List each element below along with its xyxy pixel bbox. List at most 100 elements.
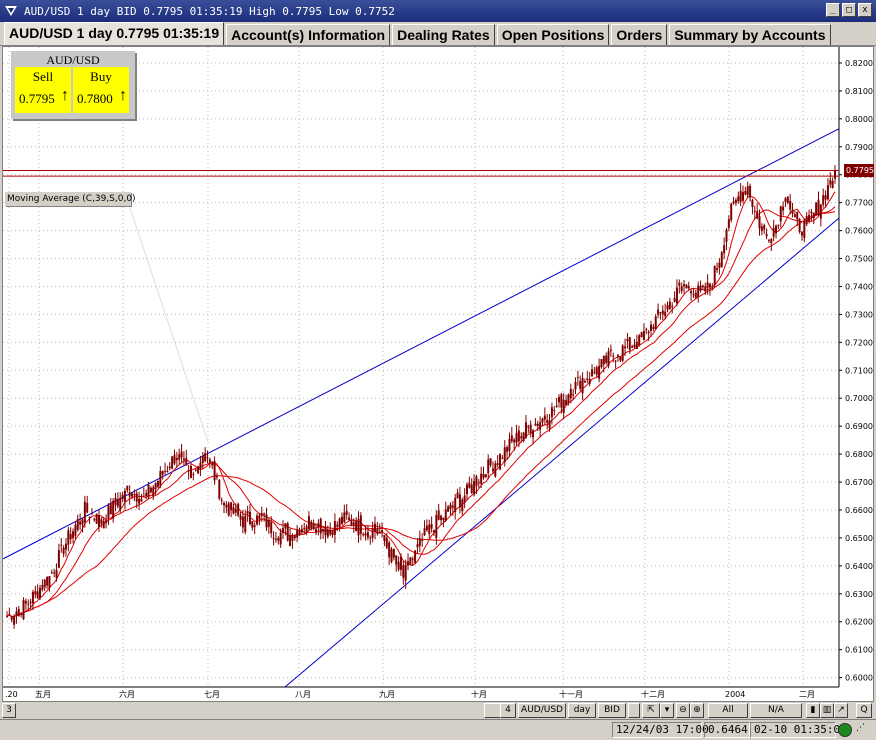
candle-body (562, 399, 565, 414)
candle-body (126, 485, 129, 491)
candle-body (215, 475, 218, 478)
sell-button[interactable]: Sell 0.7795 ↑ (15, 67, 71, 113)
dropdown-arrow-icon[interactable]: ▾ (660, 703, 674, 718)
candle-body (458, 494, 461, 508)
candle-body (156, 480, 159, 487)
app-logo-icon (5, 6, 17, 16)
candle-body (725, 229, 728, 242)
candle-body (654, 316, 657, 330)
candle-body (277, 537, 280, 541)
candle-body (298, 530, 301, 536)
tab-open-positions[interactable]: Open Positions (496, 24, 610, 45)
candle-body (22, 600, 25, 620)
candle-body (515, 432, 518, 443)
candle-body (348, 517, 351, 520)
minimize-button[interactable]: _ (826, 3, 840, 17)
candle-body (258, 515, 261, 520)
candle-body (364, 533, 367, 536)
tab-dealing-rates[interactable]: Dealing Rates (392, 24, 495, 45)
x-tick-label: 六月 (119, 689, 135, 699)
candle-body (664, 311, 667, 316)
line-chart-icon[interactable]: ↗ (834, 703, 848, 718)
candle-body (369, 537, 372, 539)
candle-body (397, 561, 400, 570)
quote-panel: AUD/USD Sell 0.7795 ↑ Buy 0.7800 ↑ (11, 51, 135, 119)
candle-body (296, 530, 299, 538)
candle-body (194, 469, 197, 471)
candle-body (331, 531, 334, 535)
candle-body (345, 511, 348, 515)
moving-average-label[interactable]: Moving Average (C,39,S,0,0) (5, 192, 136, 206)
candle-body (810, 211, 813, 214)
candle-body (560, 394, 563, 408)
candle-body (812, 212, 815, 219)
candle-body (803, 222, 806, 238)
tab-account-information[interactable]: Account(s) Information (226, 24, 391, 45)
candle-body (322, 529, 325, 532)
side-select[interactable]: BID (598, 703, 626, 718)
candle-body (579, 380, 582, 389)
sell-price: 0.7795 (19, 91, 55, 106)
candle-body (447, 506, 450, 512)
symbol-select[interactable]: AUD/USD (518, 703, 566, 718)
tab-summary-by-accounts[interactable]: Summary by Accounts (669, 24, 831, 45)
candle-body (138, 498, 141, 504)
y-tick-label: 0.8200 (845, 59, 873, 68)
candle-body (374, 523, 376, 532)
candle-body (312, 523, 315, 529)
candle-body (300, 528, 303, 533)
up-arrow-icon: ↑ (119, 87, 127, 104)
candle-body (760, 226, 763, 231)
candle-body (76, 519, 79, 530)
chart-count-button[interactable]: 3 (2, 703, 16, 718)
price-chart[interactable]: 0.8200 0.8100 0.8000 0.7900 0.7800 0.7700 0.76… (3, 47, 873, 701)
cursor-tool-icon[interactable]: ⇱ (642, 703, 660, 718)
page-number-button[interactable]: 4 (500, 703, 516, 718)
tab-chart[interactable]: AUD/USD 1 day 0.7795 01:35:19 (4, 22, 225, 45)
maximize-button[interactable]: □ (842, 3, 856, 17)
candle-body (451, 505, 454, 508)
y-tick-label: 0.6500 (845, 534, 873, 543)
candle-body (39, 588, 42, 599)
buy-button[interactable]: Buy 0.7800 ↑ (73, 67, 129, 113)
candle-body (187, 470, 190, 472)
bar-chart-icon[interactable]: ▥ (820, 703, 834, 718)
na-button[interactable]: N/A (750, 703, 802, 718)
candle-body (425, 525, 428, 531)
candle-body (34, 591, 37, 595)
candle-body (256, 515, 259, 525)
candle-body (239, 515, 242, 520)
candle-body (303, 528, 306, 530)
candle-body (553, 410, 556, 412)
candle-body (595, 367, 598, 375)
candle-body (307, 516, 310, 530)
red-candle-icon[interactable]: ▮ (806, 703, 820, 718)
period-select[interactable]: day (568, 703, 596, 718)
zoom-in-icon[interactable]: ⊕ (690, 703, 704, 718)
candle-body (440, 515, 443, 521)
candle-body (98, 514, 100, 527)
candle-body (666, 305, 669, 310)
candle-body (267, 519, 270, 527)
candle-body (815, 202, 818, 216)
candle-body (272, 537, 275, 539)
candle-body (20, 613, 23, 615)
q-button[interactable]: Q (856, 703, 872, 718)
candle-body (565, 400, 568, 406)
candle-body (555, 405, 558, 408)
candle-body (114, 497, 117, 505)
separator-button[interactable] (628, 703, 640, 718)
chart-area[interactable]: 0.8200 0.8100 0.8000 0.7900 0.7800 0.7700 0.76… (2, 46, 874, 702)
candle-body (770, 238, 773, 244)
close-button[interactable]: x (858, 3, 872, 17)
candle-body (241, 516, 244, 528)
tab-orders[interactable]: Orders (611, 24, 668, 45)
x-tick-label: 十一月 (559, 689, 583, 699)
y-tick-label: 0.6200 (845, 618, 873, 627)
candle-body (779, 206, 782, 222)
candle-body (758, 216, 761, 229)
candle-body (473, 480, 476, 495)
candle-body (244, 515, 247, 532)
show-all-button[interactable]: All (708, 703, 748, 718)
zoom-out-icon[interactable]: ⊖ (676, 703, 690, 718)
